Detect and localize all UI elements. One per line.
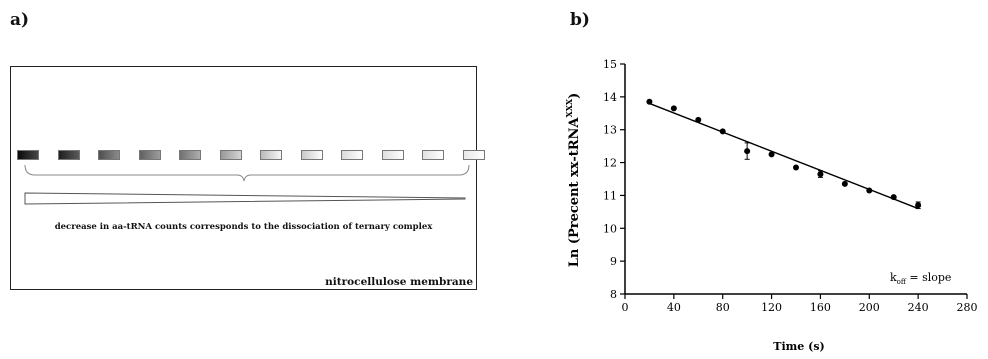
x-axis-label: Time (s) <box>773 340 824 353</box>
data-point <box>646 98 653 105</box>
nitrocellulose-membrane: decrease in aa-tRNA counts corresponds t… <box>10 66 485 290</box>
band <box>98 150 120 160</box>
band <box>422 150 444 160</box>
brace-and-wedge <box>24 164 470 205</box>
y-tick-label: 13 <box>603 124 617 137</box>
band <box>138 150 161 160</box>
y-axis-label-main: Ln (Precent xx-tRNA <box>567 117 582 268</box>
data-point <box>841 180 848 187</box>
band <box>300 150 323 160</box>
band <box>260 150 282 160</box>
band <box>219 150 242 160</box>
y-tick-label: 15 <box>603 58 617 71</box>
x-tick-label: 200 <box>859 301 880 314</box>
data-point <box>768 151 775 158</box>
y-tick-label: 8 <box>610 288 617 301</box>
chart-marks <box>646 98 922 210</box>
data-point <box>890 194 897 201</box>
data-point <box>817 171 824 178</box>
band <box>341 150 363 160</box>
x-tick-label: 160 <box>810 301 831 314</box>
panel-a-label: a) <box>10 10 30 30</box>
data-point <box>670 105 677 112</box>
membrane-caption: decrease in aa-tRNA counts corresponds t… <box>54 222 433 232</box>
y-tick-label: 10 <box>603 222 617 235</box>
band <box>17 150 39 160</box>
x-tick-label: 40 <box>667 301 681 314</box>
data-point <box>915 202 922 209</box>
y-tick-label: 14 <box>603 91 617 104</box>
y-tick-label: 11 <box>603 189 617 202</box>
x-tick-label: 280 <box>957 301 978 314</box>
x-tick-label: 80 <box>716 301 730 314</box>
x-tick-label: 120 <box>761 301 782 314</box>
fit-line <box>649 102 919 210</box>
data-point <box>695 116 702 123</box>
x-tick-label: 0 <box>622 301 629 314</box>
y-tick-label: 12 <box>603 157 617 170</box>
slope-annotation: koff = slope <box>890 271 951 286</box>
panel-b-label: b) <box>570 10 590 30</box>
y-axis-label-end: ) <box>567 93 582 99</box>
data-point <box>744 148 751 155</box>
dissociation-chart: 8 9 10 11 12 13 14 15 0 40 80 120 160 200 240 280 Ln (P… <box>564 58 978 353</box>
band <box>179 150 201 160</box>
decrease-wedge <box>24 192 466 205</box>
band <box>462 150 485 160</box>
band <box>381 150 404 160</box>
data-point <box>793 164 799 171</box>
brace <box>24 164 470 182</box>
band <box>57 150 80 160</box>
x-tick-label: 240 <box>908 301 929 314</box>
y-tick-label: 9 <box>610 255 617 268</box>
y-axis-label: Ln (Precent xx-tRNAXXX) <box>564 93 582 268</box>
data-point <box>866 187 873 194</box>
chart-axes: 8 9 10 11 12 13 14 15 0 40 80 120 160 200 240 280 <box>603 58 978 314</box>
membrane-name: nitrocellulose membrane <box>325 276 473 288</box>
y-axis-label-sup: XXX <box>564 98 574 117</box>
data-point <box>719 128 726 135</box>
